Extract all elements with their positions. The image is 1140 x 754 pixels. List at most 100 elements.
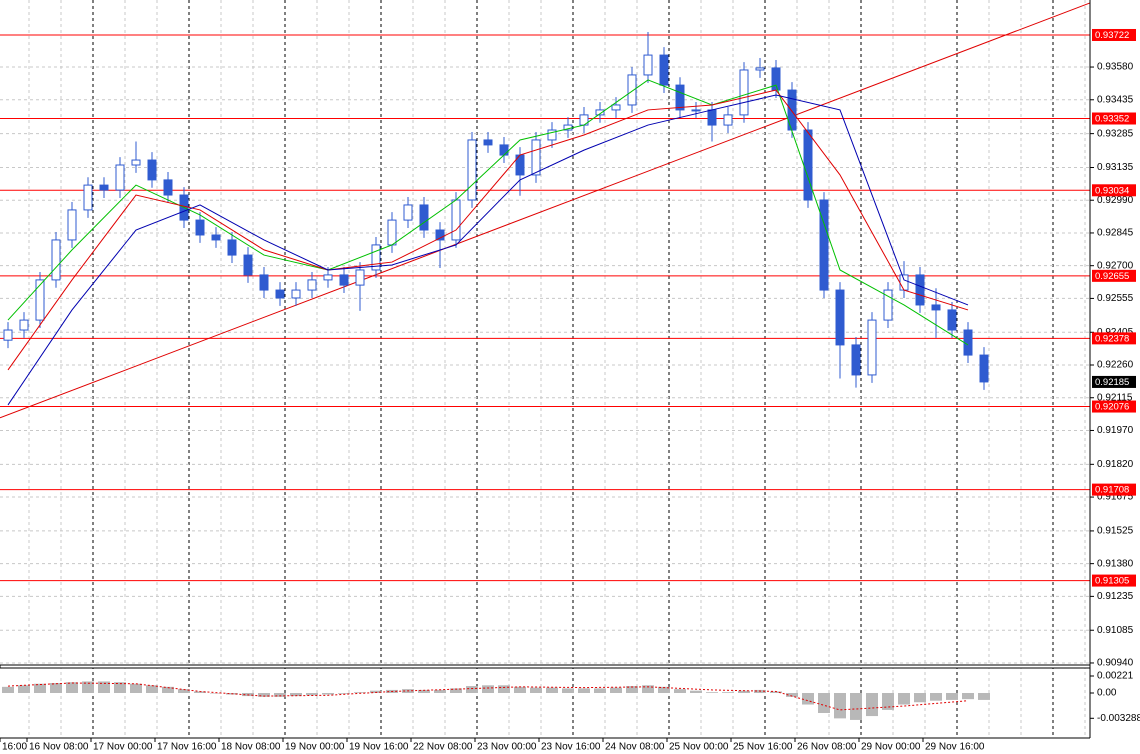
- moving-average: [7, 94, 969, 406]
- level-label-box: [1092, 574, 1136, 587]
- candle-body: [883, 289, 893, 321]
- candle-body: [323, 274, 333, 281]
- candle-body: [419, 204, 429, 231]
- osc-bar: [434, 689, 446, 693]
- candle-body: [371, 244, 381, 271]
- x-tick-label: 25 Nov 16:00: [733, 742, 793, 753]
- osc-bar: [738, 690, 750, 693]
- osc-bar: [466, 686, 478, 693]
- x-tick-label: 17 Nov 00:00: [93, 742, 153, 753]
- osc-bar: [18, 685, 30, 693]
- candle-body: [723, 114, 733, 126]
- candle-body: [755, 67, 765, 71]
- x-tick-label: 29 Nov 00:00: [861, 742, 921, 753]
- candle-body: [467, 139, 477, 201]
- osc-bar: [978, 693, 990, 700]
- level-label-box: [1092, 112, 1136, 125]
- candle-body: [915, 274, 925, 306]
- candle-body: [835, 289, 845, 346]
- x-tick-label: 18 Nov 08:00: [221, 742, 281, 753]
- osc-bar: [178, 689, 190, 693]
- y-tick-label: 0.93285: [1097, 128, 1134, 139]
- osc-bar: [338, 693, 350, 694]
- candle-body: [947, 309, 957, 331]
- y-tick-label: 0.93435: [1097, 94, 1134, 105]
- candle-body: [435, 229, 445, 241]
- y-tick-label: 0.91085: [1097, 625, 1134, 636]
- osc-bar: [962, 693, 974, 700]
- candle-body: [163, 179, 173, 196]
- osc-bar: [322, 693, 334, 695]
- osc-bar: [722, 692, 734, 693]
- candle-body: [291, 289, 301, 299]
- osc-bar: [930, 693, 942, 701]
- osc-bar: [370, 690, 382, 693]
- osc-bar: [802, 693, 814, 705]
- osc-bar: [514, 686, 526, 693]
- x-tick-label: 23 Nov 00:00: [477, 742, 537, 753]
- osc-bar: [290, 693, 302, 697]
- x-tick-label: 17 Nov 16:00: [157, 742, 217, 753]
- level-label-box: [1092, 483, 1136, 496]
- osc-bar: [562, 688, 574, 693]
- level-label: 0.92378: [1095, 333, 1129, 344]
- moving-average: [7, 89, 969, 371]
- y-tick-label: 0.92260: [1097, 360, 1134, 371]
- level-label: 0.91708: [1095, 485, 1129, 496]
- level-label: 0.93722: [1095, 30, 1129, 41]
- x-tick-label: 23 Nov 16:00: [541, 742, 601, 753]
- y-tick-label: 0.93580: [1097, 62, 1134, 73]
- level-label: 0.93034: [1095, 185, 1129, 196]
- candle-body: [627, 74, 637, 106]
- y-tick-label: 0.93135: [1097, 162, 1134, 173]
- y-tick-label: 0.91675: [1097, 492, 1134, 503]
- candle-body: [259, 274, 269, 291]
- trend-line: [0, 2, 1091, 419]
- y-tick-label: 0.92700: [1097, 260, 1134, 271]
- osc-signal: [7, 682, 969, 711]
- level-label-box: [1092, 269, 1136, 282]
- osc-bar: [50, 683, 62, 693]
- candle-body: [19, 319, 29, 331]
- candle-body: [531, 139, 541, 176]
- osc-bar: [2, 686, 14, 693]
- level-label-box: [1092, 28, 1136, 41]
- osc-bar: [578, 688, 590, 693]
- y-tick-label: 0.92845: [1097, 228, 1134, 239]
- y-tick-label: 0.91380: [1097, 558, 1134, 569]
- level-label: 0.92076: [1095, 402, 1129, 413]
- osc-bar: [498, 685, 510, 693]
- osc-bar: [274, 693, 286, 697]
- candle-body: [483, 139, 493, 146]
- osc-y-tick-label: -0.003288: [1097, 713, 1140, 724]
- x-tick-label: 22 Nov 08:00: [413, 742, 473, 753]
- candle-body: [803, 129, 813, 201]
- candle-body: [547, 129, 557, 141]
- candle-body: [851, 344, 861, 376]
- y-tick-label: 0.91970: [1097, 425, 1134, 436]
- candle-body: [643, 54, 653, 76]
- candle-body: [35, 279, 45, 321]
- osc-bar: [162, 686, 174, 693]
- level-label-box: [1092, 400, 1136, 413]
- candle-body: [3, 329, 13, 341]
- osc-bar: [258, 693, 270, 697]
- window-separator: [0, 664, 1091, 669]
- osc-bar: [210, 693, 222, 694]
- osc-bar: [418, 689, 430, 693]
- y-tick-label: 0.92990: [1097, 195, 1134, 206]
- level-label-box: [1092, 332, 1136, 345]
- osc-bar: [82, 681, 94, 693]
- current-price-label: 0.92185: [1095, 377, 1129, 388]
- candle-body: [739, 69, 749, 116]
- osc-bar: [594, 688, 606, 693]
- y-tick-label: 0.90940: [1097, 658, 1134, 669]
- candle-body: [51, 239, 61, 281]
- x-tick-label: 24 Nov 08:00: [605, 742, 665, 753]
- candle-body: [867, 319, 877, 376]
- candle-body: [707, 109, 717, 126]
- x-tick-label: 19 Nov 16:00: [349, 742, 409, 753]
- candle-body: [691, 109, 701, 112]
- osc-bar: [818, 693, 830, 713]
